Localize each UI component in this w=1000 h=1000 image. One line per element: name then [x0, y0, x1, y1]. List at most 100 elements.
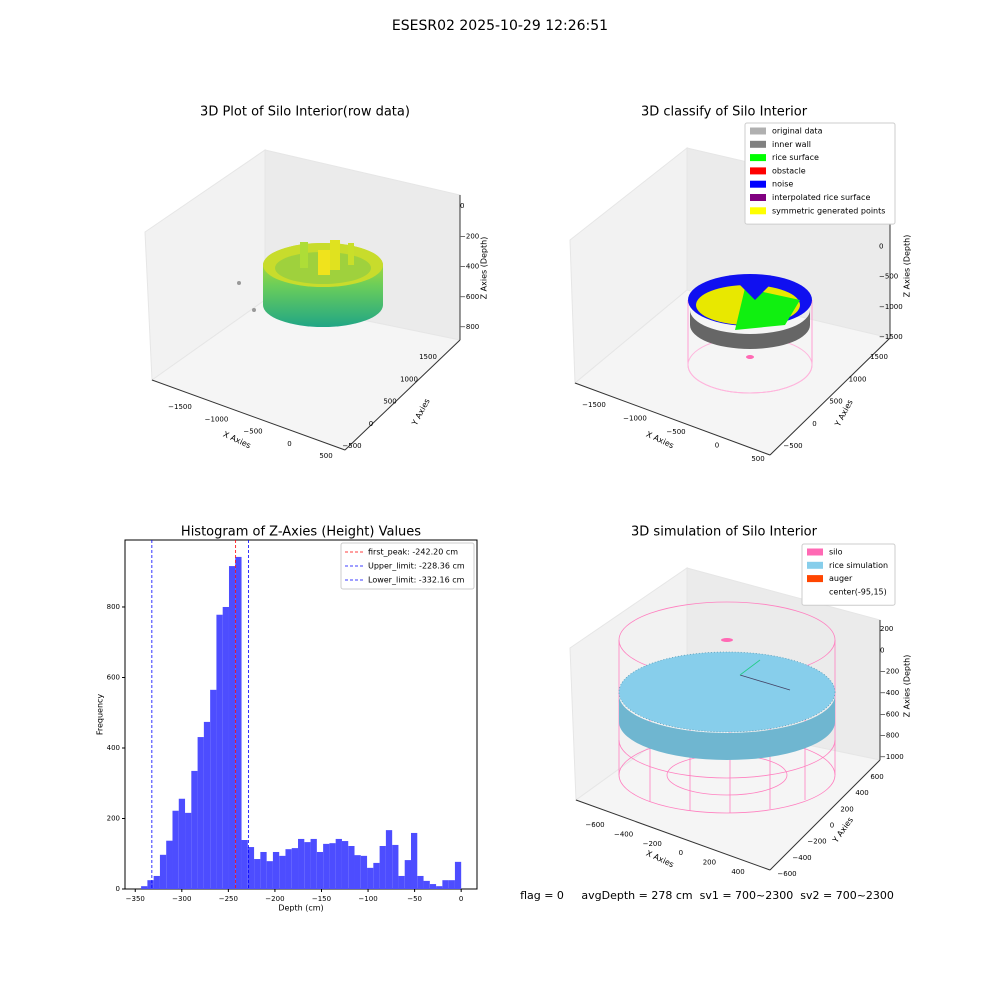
x-tick-label: 0: [287, 440, 291, 448]
histogram-bar: [153, 875, 160, 889]
legend-label: rice surface: [772, 153, 819, 162]
y-tick-label: 1000: [849, 375, 867, 383]
histogram-bar: [247, 847, 255, 889]
histogram-bar: [185, 812, 192, 889]
z-axis-label: Z Axies (Depth): [903, 235, 912, 298]
histogram-bar: [335, 838, 342, 889]
y-tick-label: 400: [855, 789, 868, 797]
point-cloud: [237, 240, 383, 327]
y-tick-label: 600: [107, 673, 120, 681]
y-tick-label: 200: [840, 805, 853, 813]
legend-label: silo: [829, 548, 843, 557]
histogram-bar: [279, 855, 286, 889]
histogram-bar: [404, 860, 411, 889]
x-tick-label: −100: [358, 895, 377, 903]
histogram-bar: [367, 867, 374, 889]
histogram-bar: [241, 839, 248, 889]
x-tick-label: −300: [172, 895, 191, 903]
y-tick-label: −400: [792, 854, 811, 862]
x-tick-label: −500: [243, 428, 262, 436]
x-tick-label: −350: [126, 895, 145, 903]
z-tick-label: −600: [460, 293, 479, 301]
legend-swatch: [750, 127, 766, 135]
z-tick-label: −200: [460, 232, 479, 240]
y-tick-label: 1500: [870, 353, 888, 361]
z-tick-label: −1500: [879, 333, 903, 341]
legend-label: center(-95,15): [829, 587, 887, 596]
x-tick-label: −150: [312, 895, 331, 903]
histogram-bar: [203, 721, 211, 889]
z-tick-label: −800: [880, 732, 899, 740]
y-axis-label: Y Axies: [410, 397, 432, 428]
y-tick-label: 500: [829, 398, 842, 406]
histogram-bar: [316, 851, 324, 889]
histogram-bar: [423, 880, 430, 889]
subplot-title: 3D classify of Silo Interior: [641, 105, 808, 120]
legend-swatch: [750, 207, 766, 215]
y-tick-label: 600: [870, 773, 883, 781]
x-tick-label: −1000: [623, 415, 647, 423]
x-tick-label: −200: [265, 895, 284, 903]
y-tick-label: 0: [812, 420, 816, 428]
y-tick-label: 200: [107, 814, 120, 822]
histogram-bar: [373, 862, 380, 889]
legend-swatch: [750, 140, 766, 148]
y-tick-label: −500: [342, 442, 361, 450]
legend-label: inner wall: [772, 140, 811, 149]
legend-label: interpolated rice surface: [772, 193, 870, 202]
legend-label: auger: [829, 574, 853, 583]
legend-box: [801, 543, 896, 606]
histogram-bar: [235, 556, 242, 889]
z-tick-label: 0: [460, 202, 464, 210]
z-axis-label: Z Axies (Depth): [903, 655, 912, 718]
histogram-bar: [379, 845, 386, 889]
x-tick-label: −400: [614, 830, 633, 838]
y-tick-label: −200: [807, 838, 826, 846]
subplot-title: Histogram of Z-Axies (Height) Values: [181, 525, 421, 540]
histogram-bar: [398, 875, 405, 889]
legend-box: [744, 122, 896, 225]
z-tick-label: −500: [879, 273, 898, 281]
y-tick-label: 500: [383, 398, 396, 406]
point-cloud: [687, 274, 813, 394]
x-tick-label: 500: [319, 452, 332, 460]
histogram-bar: [454, 861, 462, 889]
legend-swatch: [807, 561, 823, 569]
x-tick-label: −250: [219, 895, 238, 903]
legend-swatch: [807, 548, 823, 556]
y-tick-label: 1000: [400, 375, 418, 383]
histogram-bar: [417, 875, 424, 889]
y-axis-label: Y Axies: [830, 816, 855, 846]
z-tick-label: 0: [879, 242, 883, 250]
histogram-bar: [341, 841, 349, 889]
y-tick-label: 0: [116, 885, 120, 893]
histogram-bar: [360, 855, 368, 889]
histogram-bar: [436, 886, 443, 889]
histogram-bar: [392, 844, 399, 889]
subplot-title: 3D Plot of Silo Interior(row data): [200, 105, 410, 120]
x-tick-label: −50: [407, 895, 422, 903]
histogram-bar: [285, 849, 292, 889]
legend-swatch: [750, 194, 766, 201]
legend-swatch: [750, 154, 766, 162]
legend-label: original data: [772, 127, 823, 136]
histogram-bar: [166, 840, 173, 889]
legend-swatch: [750, 167, 766, 175]
histogram-bar: [272, 851, 280, 889]
legend-label: noise: [772, 180, 793, 189]
z-tick-label: −200: [880, 668, 899, 676]
legend-label: rice simulation: [829, 561, 888, 570]
histogram-bar: [159, 854, 167, 889]
x-tick-label: −1500: [168, 403, 192, 411]
subplot-title: 3D simulation of Silo Interior: [631, 525, 818, 540]
histogram-bar: [323, 843, 330, 889]
legend-label: symmetric generated points: [772, 206, 885, 215]
x-tick-label: −600: [585, 821, 604, 829]
histogram-bar: [429, 884, 437, 889]
histogram-bar: [385, 830, 393, 889]
figure-title: ESESR02 2025-10-29 12:26:51: [392, 18, 608, 34]
x-tick-label: −1500: [582, 401, 606, 409]
histogram-bar: [266, 861, 273, 889]
histogram-bar: [228, 566, 236, 889]
y-tick-label: 0: [830, 822, 834, 830]
